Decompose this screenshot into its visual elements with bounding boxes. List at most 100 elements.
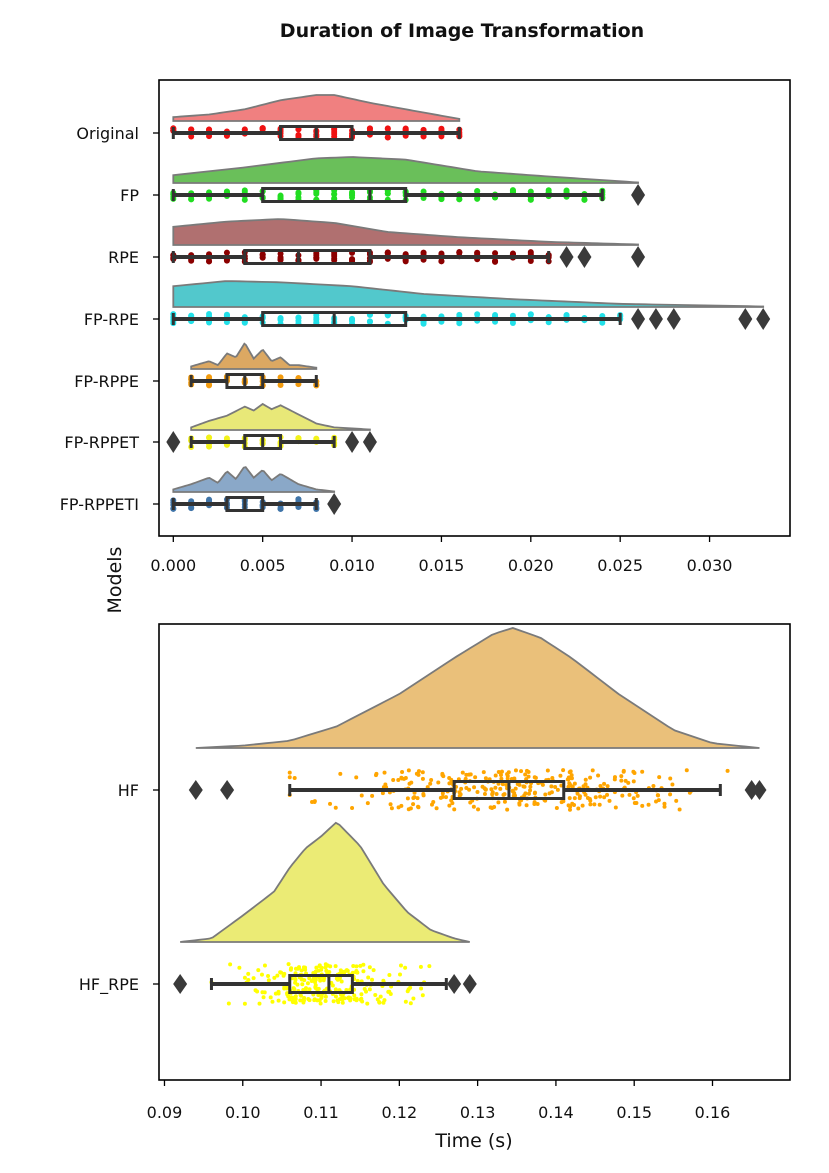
data-point [428,781,433,786]
data-point [337,997,342,1002]
data-point [275,973,280,978]
data-point [416,772,421,777]
data-point [331,195,338,202]
data-point [319,994,324,999]
outlier-marker [462,974,477,994]
data-point [631,779,636,784]
data-point [670,782,675,787]
data-point [493,785,498,790]
data-point [246,971,251,976]
data-point [668,792,673,797]
data-point [657,775,662,780]
data-point [513,786,518,791]
x-tick-label: 0.12 [382,1103,418,1122]
data-point [323,962,328,967]
data-point [315,987,320,992]
data-point [474,188,481,195]
data-point [677,807,682,812]
data-point [549,784,554,789]
violin-HF_RPE [180,821,471,943]
y-tick-label: HF [118,781,139,800]
data-point [312,998,317,1003]
data-point [277,256,284,263]
data-point [419,986,424,991]
data-point [725,768,730,773]
data-point [651,784,656,789]
data-point [349,192,356,199]
data-point [241,187,248,194]
data-point [567,796,572,801]
bottom-panel: 0.09 0.10 0.11 0.12 0.13 0.14 0.15 0.16 HF HF_RPE [79,623,791,1122]
data-point [350,970,355,975]
data-point [545,187,552,194]
data-point [375,997,380,1002]
data-point [349,317,356,324]
data-point [456,196,463,203]
data-point [577,796,582,801]
violin-FP [172,156,639,184]
data-point [460,770,465,775]
data-point [588,802,593,807]
data-point [312,800,317,804]
data-point [270,999,275,1004]
outlier-marker [577,246,592,268]
data-point [387,973,392,978]
data-point [378,994,383,999]
data-point [434,806,439,811]
x-tick-label: 0.000 [150,556,196,575]
data-point [384,249,391,256]
violin-HF [195,627,760,749]
data-point [351,964,356,968]
data-point [598,794,603,799]
data-point [602,781,607,786]
data-point [307,987,312,992]
data-point [295,132,302,139]
data-point [307,998,312,1003]
data-point [349,256,356,263]
data-point [273,991,278,996]
data-point [474,311,481,318]
data-point [262,963,267,968]
data-point [420,776,425,781]
data-point [572,781,577,786]
data-point [565,777,570,782]
data-point [206,434,213,441]
data-point [416,805,421,810]
data-point [596,773,601,778]
data-point [396,778,401,783]
data-point [318,1001,323,1006]
data-point [333,964,338,969]
data-point [365,1001,370,1006]
data-point [463,776,468,781]
data-point [605,792,610,797]
data-point [352,997,357,1002]
data-point [317,963,322,968]
data-point [295,982,300,987]
data-point [253,988,258,993]
data-point [646,802,651,807]
data-point [261,995,266,1000]
data-point [359,793,364,798]
outlier-marker [559,246,574,268]
data-point [476,807,481,812]
data-point [490,792,495,797]
top-panel: 0.000 0.005 0.010 0.015 0.020 0.025 0.030 Origi… [60,79,791,575]
data-point [459,786,464,791]
data-point [607,798,612,803]
data-point [450,801,455,806]
data-point [430,802,434,807]
data-point [420,993,425,998]
data-point [226,1001,231,1006]
data-point [305,981,310,986]
data-point [513,768,518,773]
data-point [354,775,359,780]
data-point [277,250,284,257]
data-point [411,802,416,807]
data-point [307,976,312,981]
data-point [364,989,369,994]
data-point [409,780,414,785]
data-point [505,776,510,781]
data-point [588,775,593,780]
data-point [223,249,230,256]
data-point [498,773,503,778]
